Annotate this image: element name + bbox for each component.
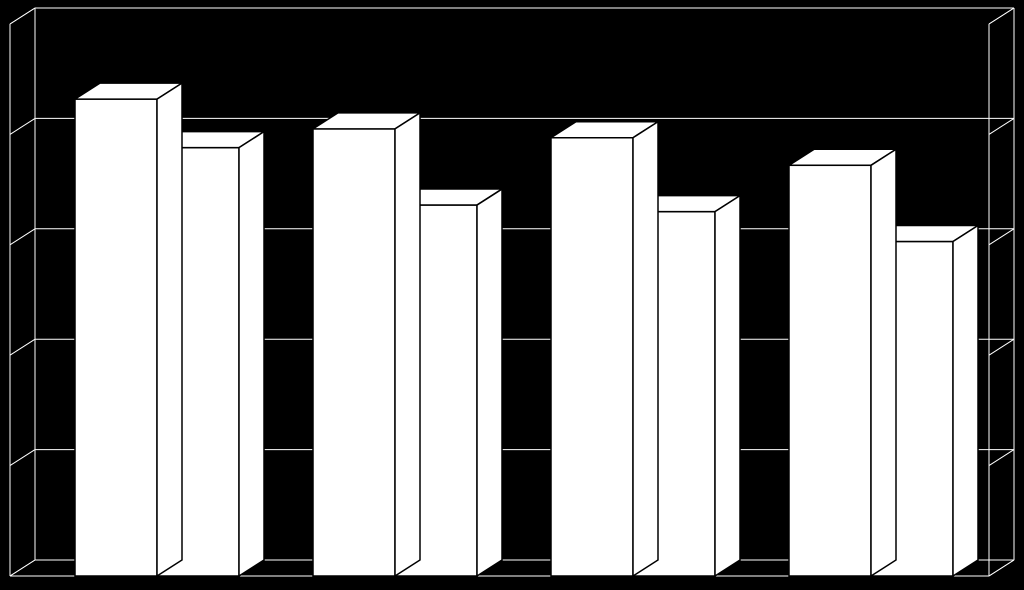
bar-chart <box>0 0 1024 590</box>
chart-svg <box>0 0 1024 590</box>
